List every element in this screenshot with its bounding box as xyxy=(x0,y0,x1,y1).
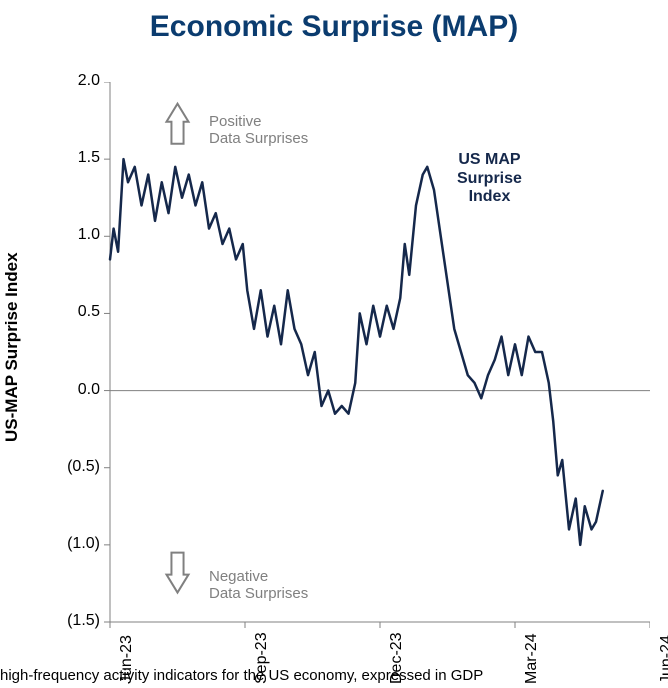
ytick-label: 0.5 xyxy=(78,303,100,321)
up-arrow-icon xyxy=(167,104,189,144)
ytick-label: (1.0) xyxy=(67,535,100,553)
y-axis-label: US-MAP Surprise Index xyxy=(2,252,22,442)
down-arrow-icon xyxy=(167,553,189,593)
chart-page: Economic Surprise (MAP) US-MAP Surprise … xyxy=(0,0,668,688)
ytick-label: (1.5) xyxy=(67,612,100,630)
negative-annotation: NegativeData Surprises xyxy=(209,568,308,603)
ytick-label: 2.0 xyxy=(78,72,100,90)
plot-area xyxy=(110,82,650,622)
ytick-label: 1.0 xyxy=(78,226,100,244)
chart-title: Economic Surprise (MAP) xyxy=(0,10,668,44)
ytick-label: 1.5 xyxy=(78,149,100,167)
ytick-label: (0.5) xyxy=(67,458,100,476)
series-line xyxy=(110,159,603,545)
positive-annotation: PositiveData Surprises xyxy=(209,113,308,148)
caption-text: high-frequency activity indicators for t… xyxy=(0,667,668,684)
series-label: US MAPSurpriseIndex xyxy=(457,151,522,206)
chart-svg xyxy=(103,82,650,629)
ytick-label: 0.0 xyxy=(78,381,100,399)
